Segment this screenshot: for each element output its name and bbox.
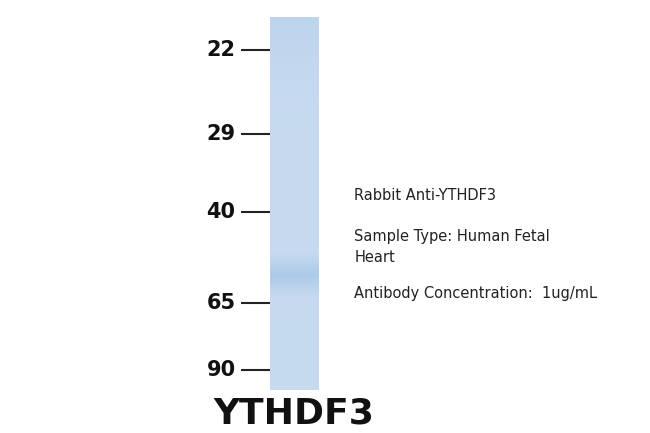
Text: 29: 29: [207, 124, 235, 144]
Text: Sample Type: Human Fetal
Heart: Sample Type: Human Fetal Heart: [354, 229, 550, 265]
Text: Antibody Concentration:  1ug/mL: Antibody Concentration: 1ug/mL: [354, 286, 597, 301]
Text: Rabbit Anti-YTHDF3: Rabbit Anti-YTHDF3: [354, 188, 496, 204]
Text: 40: 40: [207, 202, 235, 222]
Text: 22: 22: [207, 40, 235, 60]
Text: 65: 65: [207, 293, 235, 313]
Text: 90: 90: [207, 360, 235, 380]
Text: YTHDF3: YTHDF3: [214, 397, 374, 430]
